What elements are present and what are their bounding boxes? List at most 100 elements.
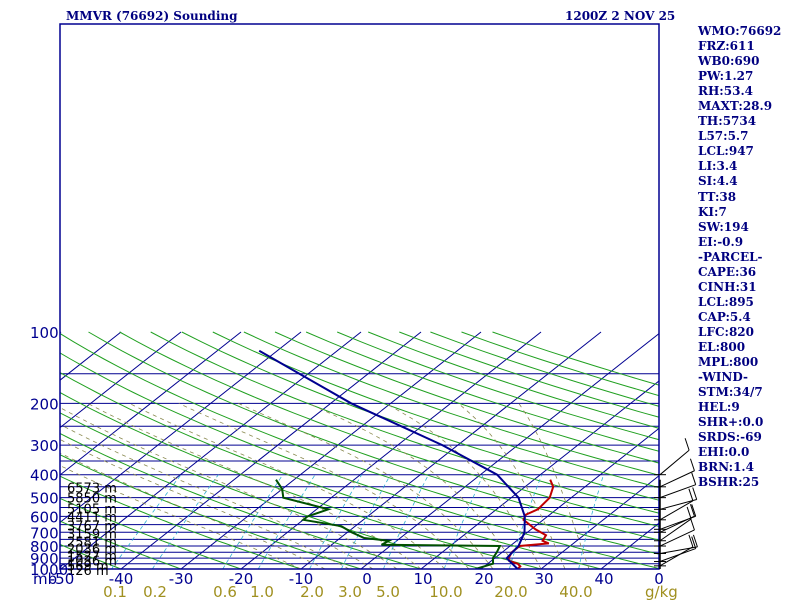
isotherm xyxy=(540,475,659,569)
temperature-tick-label: 0 xyxy=(654,570,664,588)
dry-adiabat xyxy=(60,475,303,569)
index-line: L57:5.7 xyxy=(698,129,749,144)
plot-area xyxy=(0,331,659,569)
wind-barb-flag xyxy=(686,506,692,520)
index-line: CAP:5.4 xyxy=(698,309,751,324)
index-line: CINH:31 xyxy=(698,279,757,294)
mixing-ratio-line xyxy=(222,474,284,569)
temperature-tick-label: 30 xyxy=(534,570,553,588)
moist-adiabat xyxy=(518,403,590,569)
mixing-ratio-label: 3.0 xyxy=(338,583,362,600)
isotherm xyxy=(180,331,482,569)
wind-barb-flag xyxy=(689,517,695,531)
moist-adiabat xyxy=(87,402,422,569)
index-line: CAPE:36 xyxy=(698,264,757,279)
moist-adiabat xyxy=(238,402,494,569)
isotherm xyxy=(60,331,302,524)
mixing-ratio-label: 0.1 xyxy=(103,583,127,600)
mixing-ratio-label: 2.0 xyxy=(300,583,324,600)
indices-panel: WMO:76692 FRZ:611 WB0:690 PW:1.27 RH:53.4 MAX… xyxy=(698,24,800,490)
dry-adiabat xyxy=(337,331,659,441)
height-label: 3159 m xyxy=(67,527,117,542)
height-label: 1527 m xyxy=(67,549,117,564)
height-label: 4411 m xyxy=(67,510,117,525)
index-line: PW:1.27 xyxy=(698,69,754,84)
temperature-tick-label: 10 xyxy=(413,570,432,588)
moist-adiabat xyxy=(60,423,374,569)
wind-barb-flag xyxy=(688,488,694,501)
pressure-tick-label: 400 xyxy=(30,467,59,485)
temperature-tick-label: -20 xyxy=(229,570,254,588)
wind-barb-flag xyxy=(691,472,697,485)
mixing-ratio-label: 40.0 xyxy=(559,583,592,600)
pressure-tick-label: 300 xyxy=(30,437,59,455)
temperature-tick-label: 40 xyxy=(594,570,613,588)
height-label: 2036 m xyxy=(67,543,117,558)
index-line: WB0:690 xyxy=(698,54,760,69)
isotherm xyxy=(120,331,422,569)
wind-barb xyxy=(659,449,690,476)
pressure-tick-label: 500 xyxy=(30,490,59,508)
wind-barb-flag xyxy=(691,536,697,549)
isotherm xyxy=(0,332,1,569)
series-line-0 xyxy=(507,479,555,569)
pressure-tick-label: 600 xyxy=(30,508,59,526)
mixing-ratio-label: 5.0 xyxy=(376,583,400,600)
series-line-1 xyxy=(275,479,502,569)
isotherm xyxy=(600,522,659,569)
index-line: MAXT:28.9 xyxy=(698,99,773,114)
temperature-tick-label: -30 xyxy=(169,570,194,588)
pressure-tick-label: 200 xyxy=(30,395,59,413)
moist-adiabat xyxy=(60,465,302,569)
chart-title: MMVR (76692) Sounding xyxy=(66,9,238,23)
height-label: 126 m xyxy=(67,564,109,579)
mixing-ratio-label: 10.0 xyxy=(429,583,462,600)
index-line: LI:3.4 xyxy=(698,159,738,174)
wind-barb xyxy=(659,518,692,542)
index-line: SI:4.4 xyxy=(698,174,738,189)
wind-barb-flag xyxy=(692,534,698,548)
moist-adiabat xyxy=(308,402,518,569)
pressure-tick-label: 900 xyxy=(30,550,59,568)
wind-barb-flag xyxy=(684,438,690,451)
pressure-tick-label: 100 xyxy=(30,324,59,342)
wind-barb xyxy=(659,470,695,488)
index-line: STM:34/7 xyxy=(698,385,763,400)
mixing-ratio-label: 1.0 xyxy=(250,583,274,600)
mixing-ratio-line xyxy=(382,474,429,569)
wind-barb-flag xyxy=(692,487,698,500)
dry-adiabat xyxy=(150,331,659,514)
index-line: LFC:820 xyxy=(698,324,754,339)
mixing-ratio-line xyxy=(443,474,484,569)
index-line: HEL:9 xyxy=(698,400,740,415)
isotherm xyxy=(60,331,182,429)
index-line: -PARCEL- xyxy=(698,249,763,264)
mixing-ratio-label: 0.6 xyxy=(213,583,237,600)
moist-adiabat xyxy=(60,452,326,569)
wind-barb xyxy=(659,529,695,547)
height-label: 1036 m xyxy=(67,555,117,570)
dry-adiabat xyxy=(60,454,363,569)
mixing-ratio-line xyxy=(257,474,316,569)
mixing-ratio-label: 0.2 xyxy=(143,583,167,600)
index-line: EI:-0.9 xyxy=(698,234,744,249)
index-line: EL:800 xyxy=(698,339,746,354)
height-label: 6573 m xyxy=(67,481,117,496)
pressure-tick-label: 700 xyxy=(30,524,59,542)
index-line: LCL:895 xyxy=(698,294,754,309)
index-line: SHR+:0.0 xyxy=(698,415,764,430)
wind-barb xyxy=(659,515,695,533)
index-line: KI:7 xyxy=(698,204,727,219)
height-label: 5850 m xyxy=(67,492,117,507)
plot-frame xyxy=(59,23,660,570)
index-line: TH:5734 xyxy=(698,114,757,129)
dry-adiabat xyxy=(60,432,423,569)
isotherm xyxy=(240,331,542,569)
mixing-ratio-line xyxy=(508,474,543,569)
dry-adiabat xyxy=(181,331,659,501)
index-line: RH:53.4 xyxy=(698,84,753,99)
dry-adiabat xyxy=(60,543,123,569)
height-label: 5105 m xyxy=(67,503,117,518)
wind-barb-flag xyxy=(688,534,694,548)
wind-barb-flag xyxy=(691,504,697,517)
